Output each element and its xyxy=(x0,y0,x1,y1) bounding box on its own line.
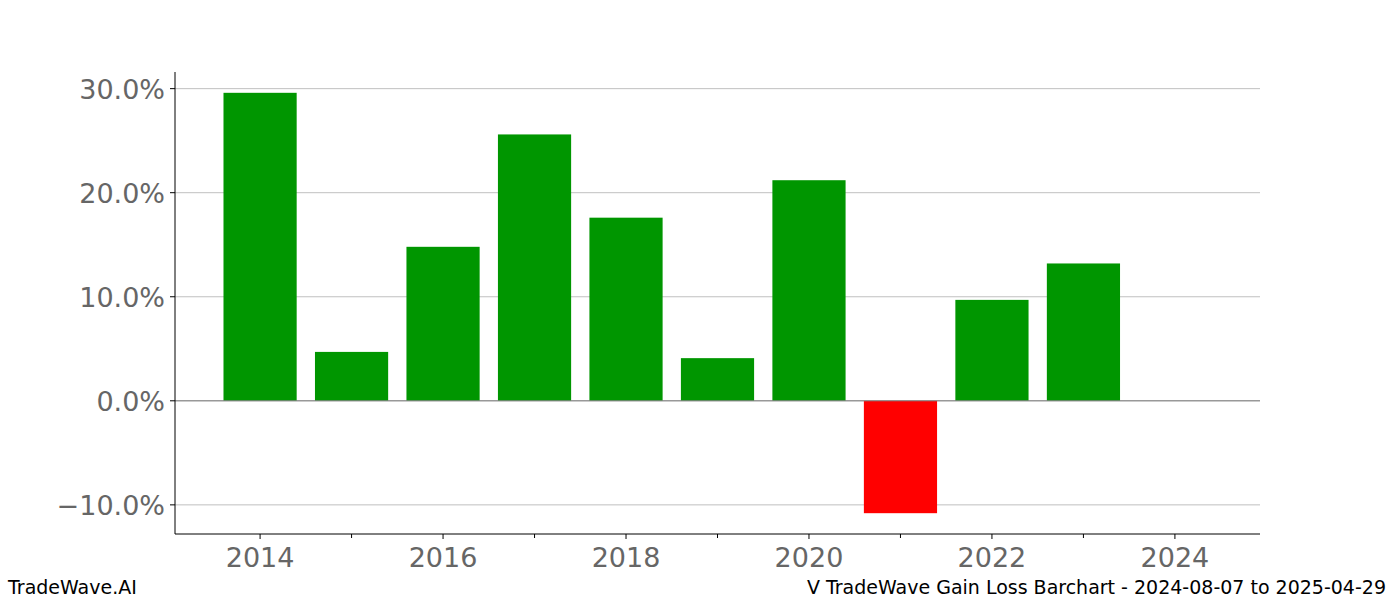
x-minor-tick xyxy=(534,534,535,538)
bar xyxy=(955,300,1028,401)
x-tick-label: 2018 xyxy=(592,542,661,573)
chart: −10.0% 0.0% 10.0% 20.0% 30.0% 2014 2016 2018 202… xyxy=(0,0,1400,600)
y-tick-label: 10.0% xyxy=(79,282,165,313)
grid-line xyxy=(175,504,1260,505)
x-tick xyxy=(991,534,992,539)
bars xyxy=(223,93,1120,513)
bar xyxy=(315,352,388,401)
y-axis xyxy=(175,72,176,534)
y-tick-label: 30.0% xyxy=(79,74,165,105)
bar xyxy=(498,134,571,400)
bar xyxy=(589,218,662,401)
x-tick xyxy=(626,534,627,539)
y-tick-label: 20.0% xyxy=(79,178,165,209)
x-tick xyxy=(1174,534,1175,539)
x-tick-label: 2020 xyxy=(775,542,844,573)
x-tick-label: 2016 xyxy=(409,542,478,573)
x-tick-label: 2014 xyxy=(226,542,295,573)
x-minor-tick xyxy=(900,534,901,538)
y-tick xyxy=(170,88,175,89)
x-tick-label: 2024 xyxy=(1141,542,1210,573)
x-minor-tick xyxy=(1083,534,1084,538)
bar xyxy=(681,358,754,401)
bar xyxy=(223,93,296,401)
x-tick xyxy=(808,534,809,539)
y-tick-label: −10.0% xyxy=(57,490,165,521)
footer-right: V TradeWave Gain Loss Barchart - 2024-08… xyxy=(807,576,1386,598)
y-tick xyxy=(170,296,175,297)
x-minor-tick xyxy=(717,534,718,538)
grid-line xyxy=(175,400,1260,401)
y-tick xyxy=(170,400,175,401)
bar xyxy=(406,247,479,401)
y-tick xyxy=(170,504,175,505)
y-tick-label: 0.0% xyxy=(96,386,165,417)
x-tick-label: 2022 xyxy=(958,542,1027,573)
footer-left: TradeWave.AI xyxy=(7,576,137,598)
grid-line xyxy=(175,88,1260,89)
zero-line xyxy=(175,400,1260,401)
y-tick xyxy=(170,192,175,193)
x-tick xyxy=(443,534,444,539)
bar xyxy=(864,401,937,513)
bar xyxy=(772,180,845,401)
bar xyxy=(1047,263,1120,400)
x-minor-tick xyxy=(351,534,352,538)
x-tick xyxy=(260,534,261,539)
grid-line xyxy=(175,192,1260,193)
